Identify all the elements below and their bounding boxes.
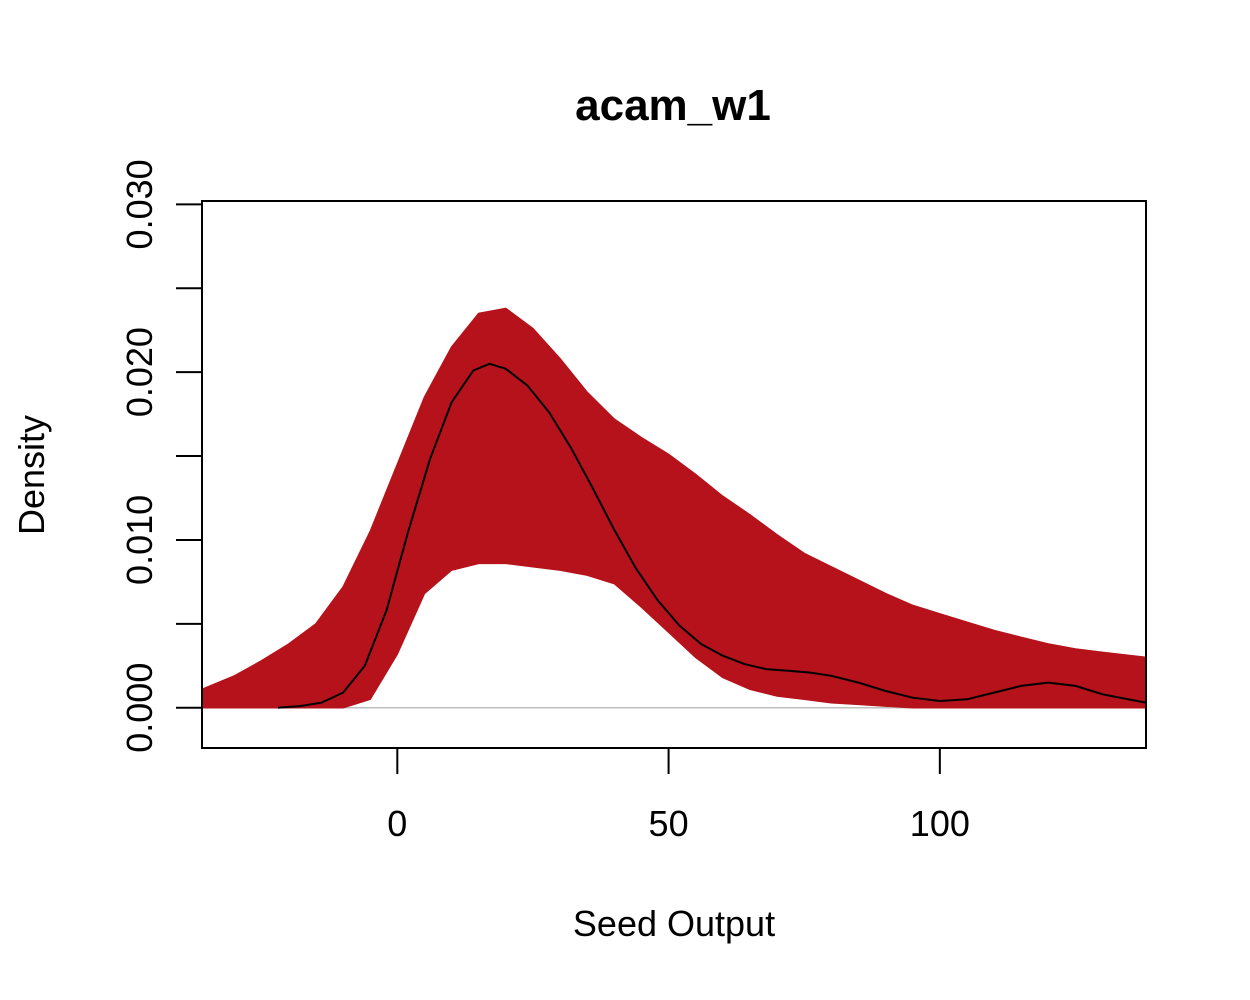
y-axis-label: Density [11,415,52,535]
y-tick-label: 0.020 [119,327,160,417]
y-tick-label: 0.000 [119,663,160,753]
y-tick-label: 0.030 [119,159,160,249]
plot-area [202,307,1146,709]
y-axis: 0.000 0.010 0.020 0.030 [119,159,203,753]
y-tick-label: 0.010 [119,495,160,585]
x-tick-label: 50 [649,803,689,844]
observed-density-line [277,362,1146,709]
x-tick-label: 0 [387,803,407,844]
simulated-density-band [202,307,1146,709]
x-tick-label: 100 [910,803,970,844]
x-axis: 0 50 100 [387,747,970,844]
x-axis-label: Seed Output [573,903,775,944]
chart-title: acam_w1 [575,81,771,130]
